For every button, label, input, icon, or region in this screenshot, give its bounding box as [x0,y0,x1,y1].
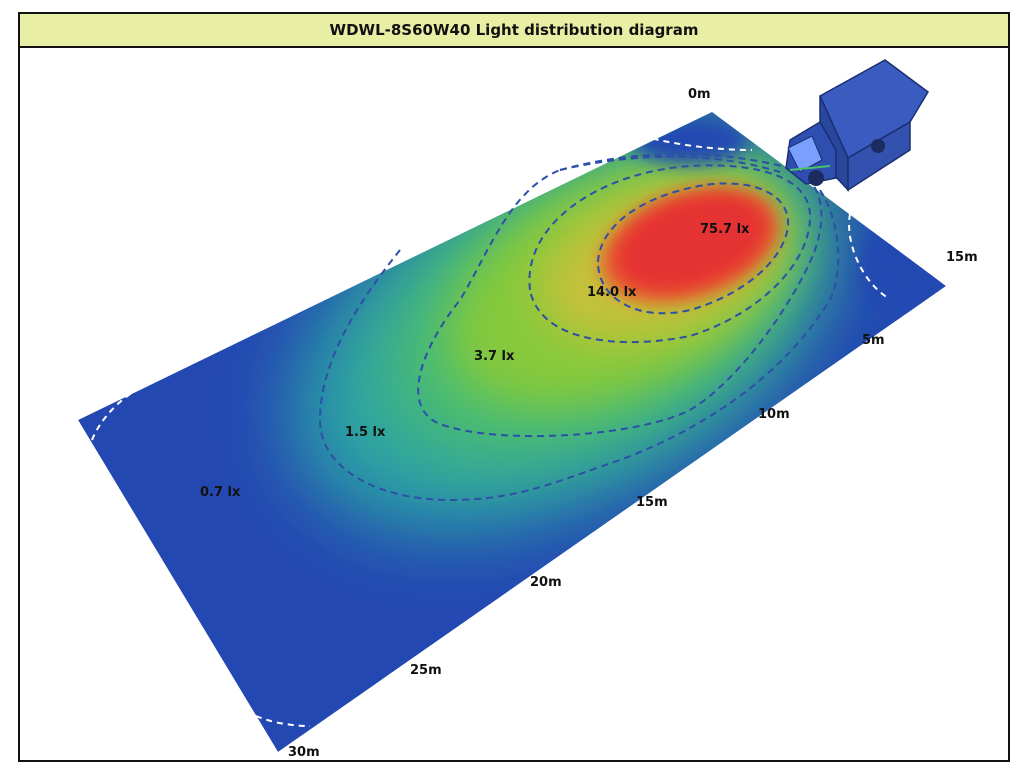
contour-3-7-lx [417,153,823,438]
edge-contours [91,135,889,727]
label-1-5-lx: 1.5 lx [345,425,386,440]
isolux-contours [318,153,840,502]
length-label-20m: 20m [530,575,562,590]
width-label-15m: 15m [946,250,978,265]
length-label-30m: 30m [288,745,320,760]
contour-14-0-lx [528,164,812,344]
diagram-title: WDWL-8S60W40 Light distribution diagram [20,14,1008,48]
length-label-15m: 15m [636,495,668,510]
label-14-0-lx: 14.0 lx [587,285,637,300]
label-0-7-lx: 0.7 lx [200,485,241,500]
length-label-10m: 10m [758,407,790,422]
label-3-7-lx: 3.7 lx [474,349,515,364]
truck-icon [785,59,929,192]
contour-1-5-lx [318,189,840,502]
contour-75-7-lx [596,182,790,315]
length-label-25m: 25m [410,663,442,678]
width-label-5m: 5m [862,333,885,348]
label-75-7-lx: 75.7 lx [700,222,750,237]
length-label-0m: 0m [688,87,711,102]
